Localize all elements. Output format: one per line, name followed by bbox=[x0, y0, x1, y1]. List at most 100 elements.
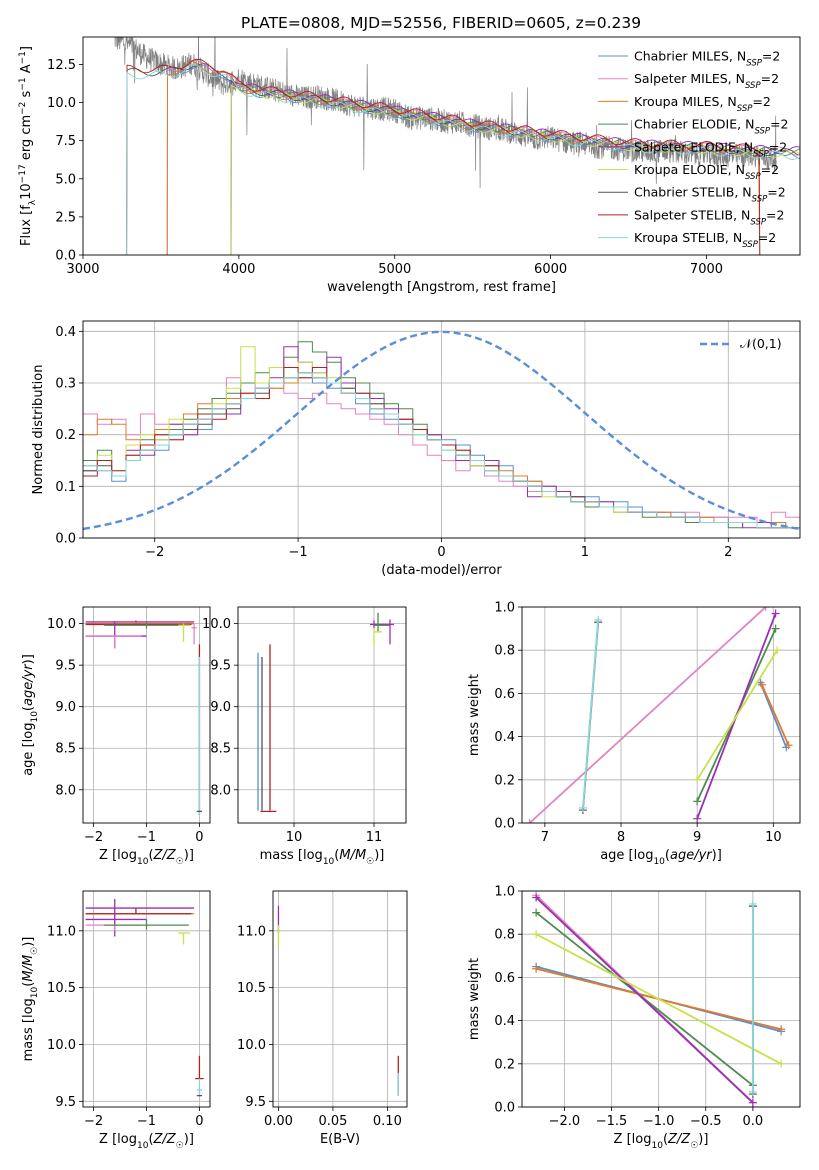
normal-curve-line bbox=[82, 330, 801, 531]
y-tick-label: 0.8 bbox=[494, 644, 515, 659]
x-axis-label: E(B-V) bbox=[320, 1132, 360, 1147]
age-vs-metallicity-panel: −2 −1 08.08.59.09.510.0Z [log10(Z/Z☉)]age … bbox=[21, 606, 211, 867]
y-tick-label: 10.5 bbox=[47, 981, 76, 996]
y-axis-label: Normed distribution bbox=[31, 365, 46, 495]
x-tick-label: 7 bbox=[541, 830, 549, 845]
y-tick-label: 8.0 bbox=[55, 783, 76, 798]
axes-frame bbox=[82, 890, 211, 1108]
y-tick-label: 0.0 bbox=[494, 1101, 515, 1116]
y-tick-label: 8.5 bbox=[55, 742, 76, 757]
x-tick-label: −2 bbox=[84, 1114, 103, 1129]
x-tick-label: −1.0 bbox=[643, 1114, 675, 1129]
legend-label: Kroupa MILES, NSSP=2 bbox=[634, 94, 771, 114]
x-tick-label: 6000 bbox=[534, 262, 567, 277]
x-axis-label-part: )] bbox=[712, 848, 722, 863]
y-tick-label: 0.6 bbox=[494, 687, 515, 702]
y-tick-label: 1.0 bbox=[494, 885, 515, 900]
legend-text: =2 bbox=[766, 207, 784, 222]
y-axis-label-part: )] bbox=[21, 654, 36, 664]
y-tick-label: 10.0 bbox=[237, 1038, 266, 1053]
point-marker bbox=[777, 1025, 786, 1034]
weight-line bbox=[582, 619, 600, 808]
axes-frame bbox=[82, 606, 211, 824]
y-tick-label: 10.5 bbox=[237, 981, 266, 996]
x-axis-label-part: 10 bbox=[137, 857, 149, 867]
point-marker bbox=[761, 607, 770, 611]
model-spectrum-line bbox=[126, 58, 761, 255]
legend-sub: SSP bbox=[737, 104, 753, 114]
y-tick-label: 8.5 bbox=[210, 742, 231, 757]
legend-sub: SSP bbox=[742, 240, 758, 250]
point-marker bbox=[748, 1098, 757, 1107]
x-tick-label: 8 bbox=[617, 830, 625, 845]
y-axis-label: mass weight bbox=[467, 958, 482, 1040]
x-tick-label: 0.10 bbox=[373, 1114, 402, 1129]
weight-line bbox=[535, 933, 782, 1065]
y-axis-label-part: 10 bbox=[19, 183, 34, 200]
legend-text: Kroupa ELODIE, N bbox=[634, 162, 745, 177]
x-tick-label: 3000 bbox=[66, 262, 99, 277]
y-axis-label-part: λ bbox=[28, 199, 38, 205]
legend-text: =2 bbox=[761, 71, 779, 86]
legend-text: =2 bbox=[769, 139, 787, 154]
x-tick-label: 0 bbox=[195, 830, 203, 845]
y-axis-label: mass weight bbox=[467, 674, 482, 756]
y-axis-label-part: erg cm bbox=[19, 115, 34, 164]
point-marker bbox=[777, 1059, 786, 1068]
y-tick-label: 10.0 bbox=[47, 617, 76, 632]
x-tick-label: 1 bbox=[581, 545, 589, 560]
point-marker bbox=[771, 609, 780, 618]
point-marker bbox=[773, 646, 782, 655]
point-marker bbox=[532, 930, 541, 939]
x-axis-label-part: mass [log bbox=[260, 848, 323, 863]
y-axis-label: age [log10(age/yr)] bbox=[21, 654, 40, 776]
legend-text: =2 bbox=[767, 185, 785, 200]
legend-sub: SSP bbox=[745, 172, 761, 182]
y-tick-label: 9.0 bbox=[55, 700, 76, 715]
legend-text: =2 bbox=[752, 94, 770, 109]
legend-label: Chabrier ELODIE, NSSP=2 bbox=[634, 117, 789, 137]
figure-title: PLATE=0808, MJD=52556, FIBERID=0605, z=0… bbox=[241, 14, 641, 32]
y-axis-label-part: Flux [f bbox=[19, 205, 34, 246]
y-axis-label-part: ( bbox=[21, 982, 36, 987]
x-tick-label: −1 bbox=[137, 830, 156, 845]
y-axis-label-part: −2 bbox=[18, 102, 28, 115]
x-axis-label: mass [log10(M/M☉)] bbox=[260, 848, 385, 867]
point-marker bbox=[532, 964, 541, 973]
point-marker bbox=[757, 680, 766, 689]
x-axis-label-part: ☉ bbox=[366, 857, 374, 867]
y-tick-label: 10.0 bbox=[47, 1038, 76, 1053]
axes-frame bbox=[82, 320, 801, 539]
y-tick-label: 11.0 bbox=[237, 924, 266, 939]
axes-frame bbox=[521, 606, 801, 824]
weight-line bbox=[696, 649, 778, 781]
x-axis-label: age [log10(age/yr)] bbox=[600, 848, 722, 867]
series-lines bbox=[525, 607, 793, 823]
legend-label: Salpeter STELIB, NSSP=2 bbox=[634, 207, 784, 227]
x-tick-label: 11 bbox=[366, 830, 383, 845]
spectrum-panel: 3000 4000 5000 6000 7000 0.0 2.5 5.0 7.5 10.0 12.5… bbox=[18, 36, 801, 295]
x-tick-label: 5000 bbox=[378, 262, 411, 277]
y-tick-label: 0.4 bbox=[494, 1014, 515, 1029]
point-marker bbox=[594, 615, 603, 624]
y-tick-label: 12.5 bbox=[47, 58, 76, 73]
legend-label: Kroupa STELIB, NSSP=2 bbox=[634, 230, 776, 250]
y-tick-label: 8.0 bbox=[210, 783, 231, 798]
x-tick-label: −2 bbox=[145, 545, 164, 560]
y-axis-label-part: 10 bbox=[30, 711, 40, 723]
x-axis-label-part: Z [log bbox=[614, 1132, 652, 1147]
point-marker bbox=[748, 1087, 757, 1096]
y-tick-label: 10.0 bbox=[47, 96, 76, 111]
point-marker bbox=[784, 741, 793, 750]
point-marker bbox=[578, 803, 587, 812]
axes-frame bbox=[82, 36, 801, 256]
mass-vs-ebv-panel: 0.00 0.05 0.10 9.5 10.0 10.5 11.0 E(B-V) bbox=[237, 890, 408, 1147]
markers bbox=[277, 905, 399, 1096]
x-axis-label: Z [log10(Z/Z☉)] bbox=[99, 848, 194, 867]
x-axis-label-part: 10 bbox=[653, 857, 665, 867]
x-axis-label-part: ☉ bbox=[176, 1141, 184, 1151]
x-tick-label: −2 bbox=[84, 830, 103, 845]
point-marker bbox=[532, 908, 541, 917]
x-tick-label: −1 bbox=[289, 545, 308, 560]
